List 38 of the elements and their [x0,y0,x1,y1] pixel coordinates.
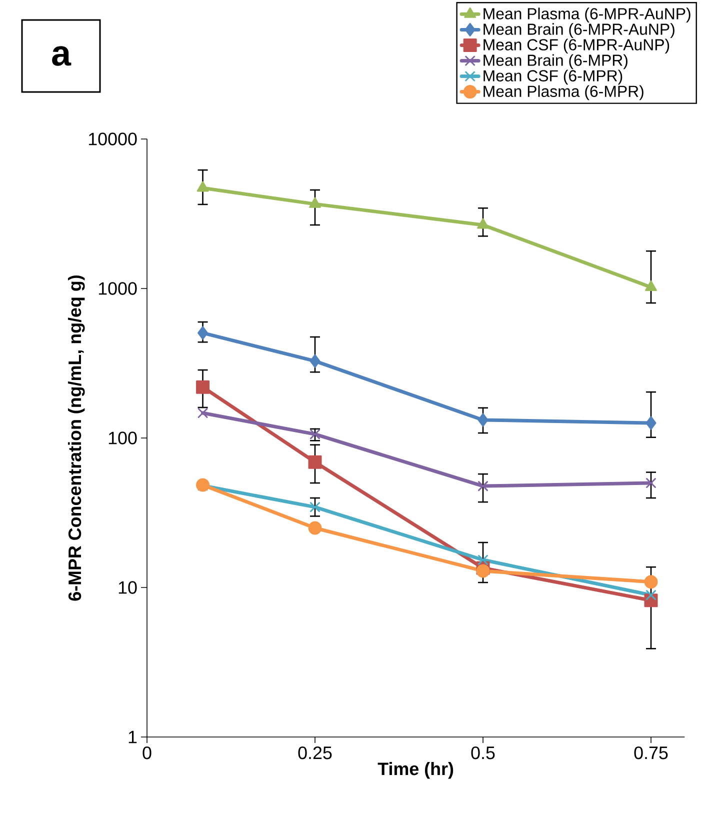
x-tick-label: 0 [142,746,152,760]
y-tick-label: 10 [118,581,137,594]
point [310,354,320,368]
point [198,326,208,340]
legend-label: Mean Brain (6-MPR) [484,54,628,70]
point [646,590,656,600]
legend-label: Mean CSF (6-MPR-AuNP) [484,38,670,54]
x-axis-title: Time (hr) [378,762,454,779]
point [196,478,210,492]
y-axis-title: 6-MPR Concentration (ng/mL, ng/eq g) [68,275,85,601]
point [310,502,320,512]
point [308,521,322,535]
legend-label: Mean CSF (6-MPR) [484,70,622,85]
point [196,380,210,394]
point [308,455,322,469]
y-tick-label: 100 [108,432,137,444]
point [646,416,656,430]
point [644,575,658,589]
point [477,218,489,229]
x-tick-label: 0.75 [634,746,668,760]
point [476,564,490,578]
point [478,413,488,427]
y-tick-label: 1000 [98,282,137,295]
point [196,181,209,192]
legend-label: Mean Plasma (6-MPR-AuNP) [484,8,690,22]
legend-label: Mean Brain (6-MPR-AuNP) [484,23,674,38]
x-tick-label: 0.5 [471,746,495,760]
point [645,280,657,291]
point [478,481,488,492]
point [309,197,321,208]
text: a [52,46,72,66]
point [646,478,656,488]
y-tick-label: 1 [128,730,137,744]
x-tick-label: 0.25 [298,746,332,760]
y-tick-label: 10000 [88,132,137,146]
point [198,408,208,418]
legend-label: Mean Plasma (6-MPR) [484,85,644,100]
point [478,554,488,565]
